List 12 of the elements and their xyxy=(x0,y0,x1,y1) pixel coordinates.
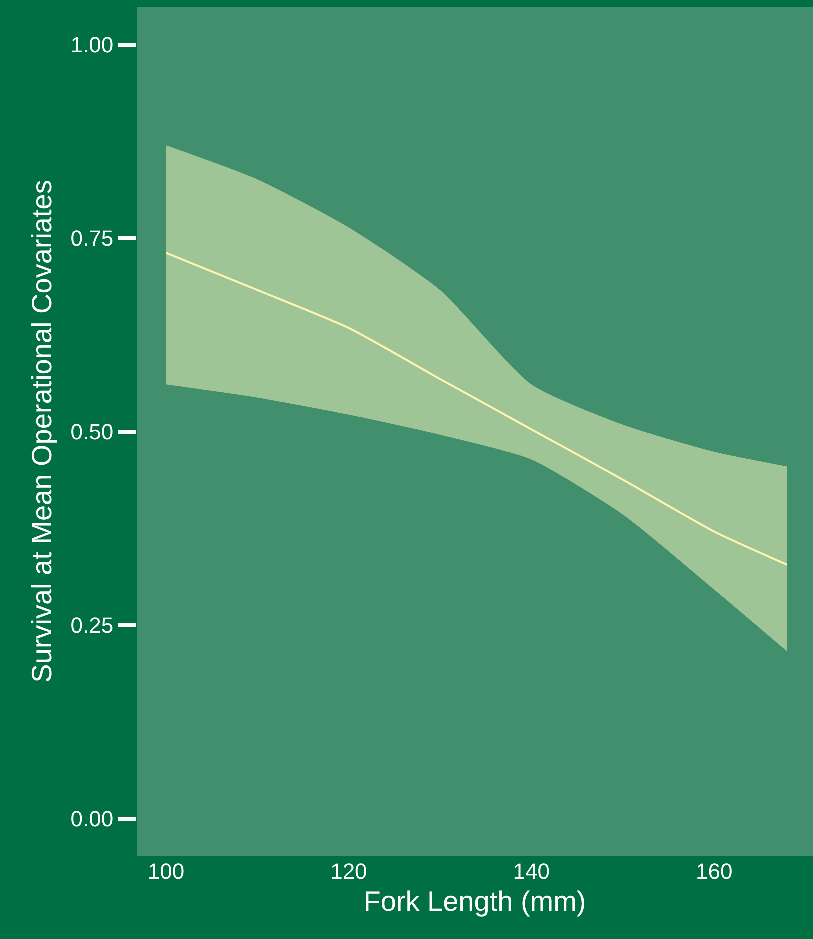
y-tick-label: 0.75 xyxy=(70,226,114,252)
line-series xyxy=(165,252,788,566)
y-tick-label: 0.25 xyxy=(70,613,114,638)
y-axis-title: Survival at Mean Operational Covariates xyxy=(26,180,58,683)
x-tick-label: 120 xyxy=(330,859,368,884)
y-tick-label: 0.50 xyxy=(70,420,114,445)
y-tick-label: 1.00 xyxy=(70,32,114,58)
y-tick-label: 0.00 xyxy=(70,806,114,832)
x-tick-label: 140 xyxy=(513,859,550,884)
x-axis-title: Fork Length (mm) xyxy=(364,886,586,918)
x-tick-label: 100 xyxy=(148,859,185,884)
x-tick-label: 160 xyxy=(696,859,733,884)
